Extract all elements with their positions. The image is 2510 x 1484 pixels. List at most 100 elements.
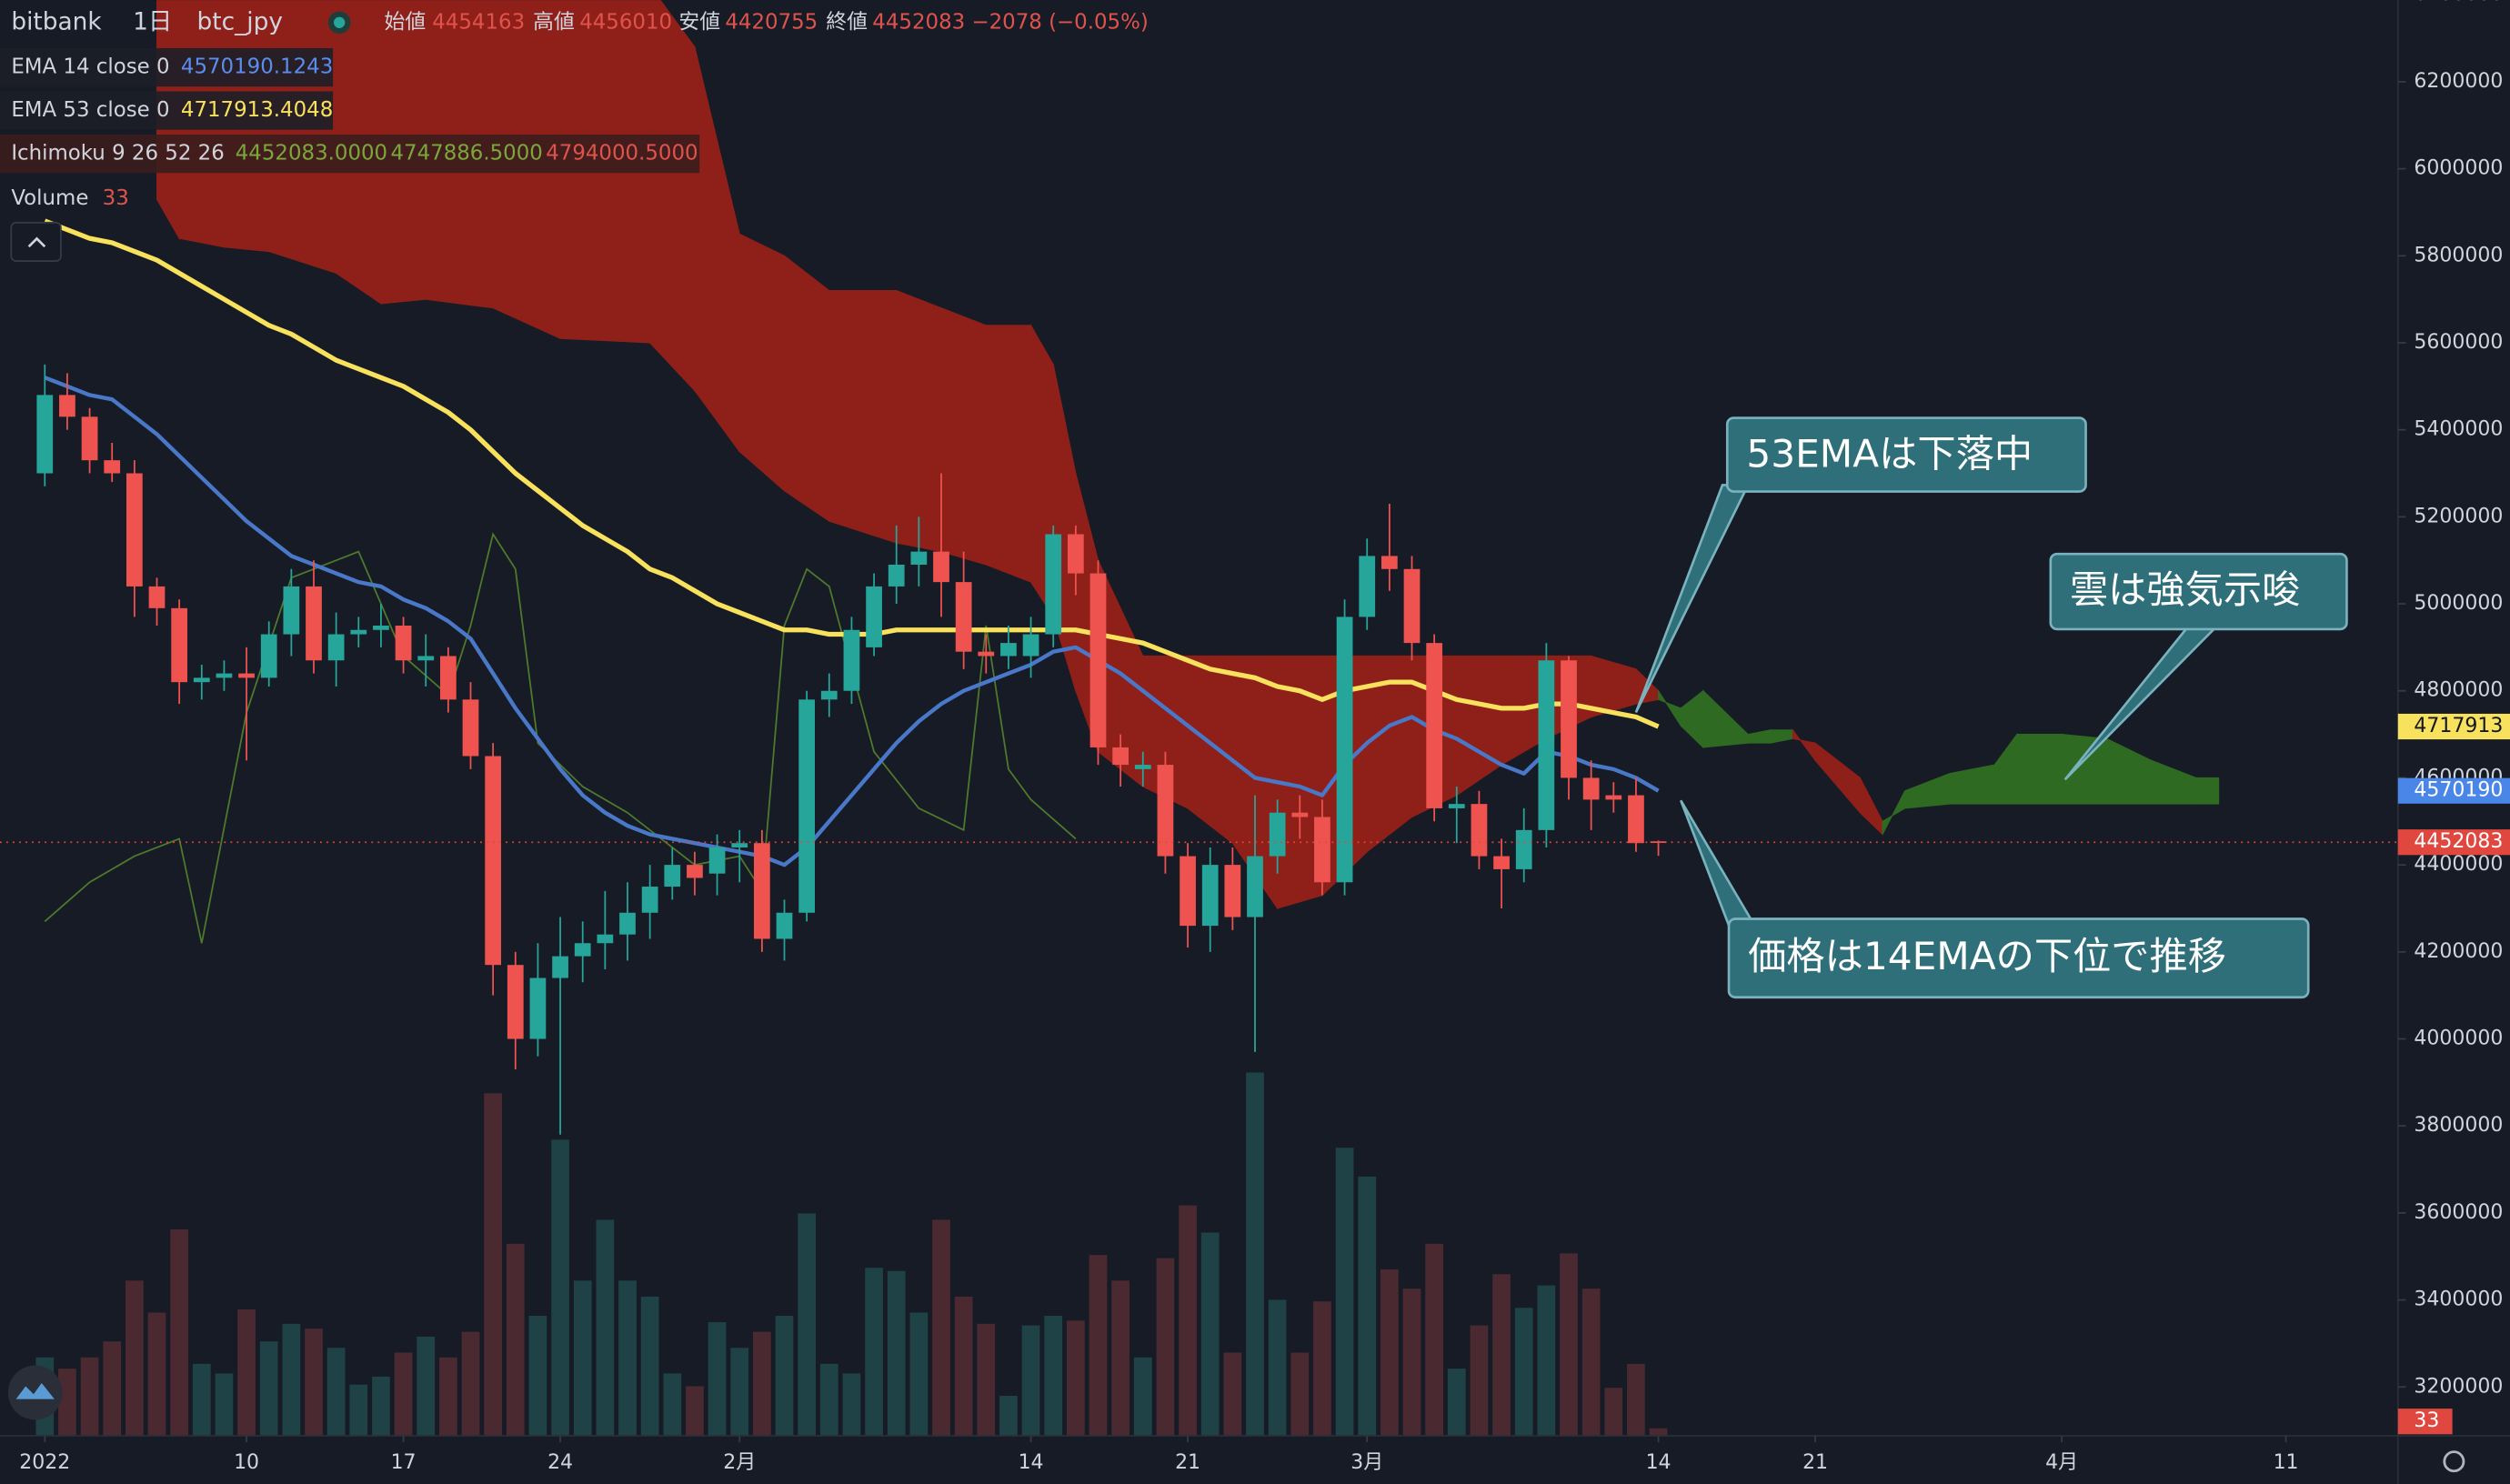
candle-body (776, 912, 793, 939)
legend-value: 4570190.1243 (181, 55, 333, 79)
cloud-segment (940, 306, 987, 566)
candle-body (417, 656, 435, 661)
candle-body (641, 887, 658, 913)
legend-value: 4717913.4048 (181, 98, 333, 122)
price-badge (2397, 777, 2510, 804)
volume-bar (1514, 1308, 1533, 1437)
price-badge (2397, 713, 2510, 740)
volume-bar (1447, 1369, 1466, 1437)
candle-body (574, 943, 591, 957)
volume-bar (1470, 1325, 1489, 1437)
candle-body (1628, 795, 1644, 844)
candle-body (59, 395, 75, 417)
volume-bar (1246, 1072, 1264, 1437)
volume-bar (1156, 1258, 1175, 1437)
volume-bar (573, 1280, 592, 1437)
candle-body (1247, 856, 1263, 917)
volume-bar (192, 1363, 211, 1437)
volume-bar (819, 1363, 838, 1437)
candle-body (1605, 795, 1622, 800)
candle-body (731, 843, 748, 847)
y-tick-label: 5800000 (2414, 244, 2503, 266)
annotation: 53EMAは下落中 (1634, 416, 2087, 714)
candle-body (1314, 817, 1330, 883)
x-tick-label: 24 (547, 1451, 573, 1474)
volume-bar (326, 1348, 346, 1437)
volume-bar (1223, 1352, 1242, 1437)
volume-bar (1649, 1428, 1668, 1437)
volume-bar (1313, 1301, 1331, 1437)
volume-bar (1044, 1316, 1063, 1437)
candle-body (283, 586, 300, 635)
annotation: 雲は強気示唆 (2049, 552, 2348, 781)
volume-bar (798, 1213, 816, 1437)
candle-body (1269, 812, 1286, 857)
candle-body (552, 956, 568, 978)
volume-bar (551, 1139, 569, 1437)
volume-bar (730, 1348, 749, 1437)
volume-badge-label: 33 (2414, 1409, 2439, 1432)
volume-bar (417, 1336, 436, 1437)
candle-body (843, 629, 860, 691)
candle-body (126, 473, 143, 587)
x-tick-label: 4月 (2045, 1451, 2078, 1474)
candle-body (1224, 865, 1241, 917)
candle-body (485, 756, 502, 966)
volume-bar (1089, 1255, 1108, 1437)
callout-box (1727, 917, 2310, 999)
ohlc-value: 4420755 (725, 10, 818, 34)
candle-body (1471, 804, 1488, 857)
volume-bar (1179, 1205, 1197, 1437)
y-tick-label: 4000000 (2414, 1028, 2503, 1050)
settings[interactable] (2443, 1450, 2465, 1473)
cloud-segment (783, 255, 830, 523)
candle-body (327, 634, 345, 661)
candle-body (1650, 841, 1667, 843)
collapse-button[interactable] (10, 221, 62, 262)
volume-bar (1111, 1280, 1130, 1437)
candle-body (910, 551, 928, 565)
volume-bar (305, 1329, 323, 1437)
ohlc-label: 始値 (384, 10, 426, 34)
volume-bar (842, 1373, 861, 1437)
y-tick-label: 3800000 (2414, 1114, 2503, 1137)
candle-body (1448, 804, 1465, 808)
candle-body (507, 965, 524, 1039)
x-tick-label: 14 (1019, 1451, 1044, 1474)
ohlc-value: 4452083 (872, 10, 965, 34)
candle-body (1291, 812, 1309, 817)
cloud-segment (738, 233, 786, 492)
volume-bar (640, 1296, 659, 1437)
price-badge-label: 4717913 (2414, 715, 2503, 737)
cloud-segment (828, 290, 898, 544)
volume-bar (663, 1373, 682, 1437)
volume-bar (999, 1396, 1018, 1437)
volume-bar (439, 1357, 457, 1437)
candle-body (148, 586, 166, 608)
settings-icon[interactable] (2443, 1450, 2465, 1473)
y-tick-label: 4200000 (2414, 940, 2503, 963)
volume-bar (1335, 1148, 1354, 1437)
legend-row-bg (0, 135, 700, 174)
y-tick-label: 5000000 (2414, 592, 2503, 615)
volume-bar (954, 1296, 973, 1437)
candle-body (462, 699, 479, 757)
candle-body (1089, 573, 1107, 747)
legend: bitbank 1日 btc_jpy 始値 4454163 高値 4456010… (0, 7, 1149, 262)
annotation-text: 53EMAは下落中 (1746, 431, 2033, 476)
exchange: bitbank (11, 7, 102, 35)
candle-body (866, 586, 882, 647)
candle-body (1045, 534, 1062, 635)
candle-body (1515, 829, 1532, 869)
cloud-segment (2016, 734, 2063, 805)
candle-body (260, 634, 277, 678)
candle-body (439, 656, 457, 700)
volume-bar (1402, 1288, 1421, 1437)
y-tick-label: 6400000 (2414, 0, 2503, 5)
legend-value: 4747886.5000 (390, 142, 542, 165)
volume-bar (372, 1376, 390, 1437)
callout-box (2049, 552, 2348, 631)
interval: 1日 (133, 7, 172, 35)
x-tick-label: 2022 (19, 1451, 70, 1474)
